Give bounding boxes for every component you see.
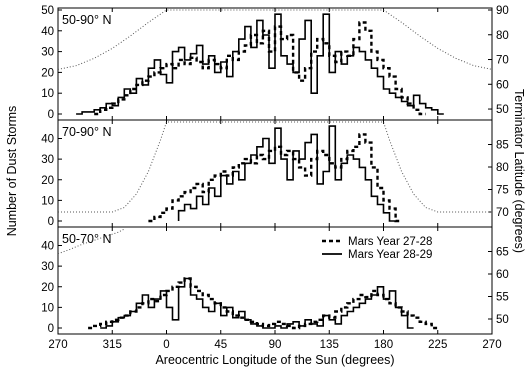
legend-label-my27: Mars Year 27-28 (348, 236, 432, 248)
y-tick-label-right: 50 (496, 314, 509, 326)
y-tick-label-right: 65 (496, 247, 509, 259)
panel-label-middle: 70-90° N (62, 125, 111, 139)
x-tick-label: 45 (214, 339, 227, 351)
x-tick-label: 270 (48, 339, 67, 351)
y-tick-label-left: 0 (48, 109, 54, 121)
y-tick-label-right: 85 (496, 140, 509, 152)
y-tick-label-left: 10 (41, 88, 54, 100)
histogram-series-my27 (94, 21, 426, 116)
y-tick-label-right: 60 (496, 269, 509, 281)
x-tick-label: 315 (103, 339, 122, 351)
y-tick-label-left: 40 (41, 241, 54, 253)
x-tick-label: 180 (374, 339, 393, 351)
y-tick-label-left: 20 (41, 67, 54, 79)
y-tick-label-left: 50 (41, 5, 54, 17)
y-tick-label-left: 0 (48, 216, 54, 228)
y-tick-label-left: 40 (41, 26, 54, 38)
panel-label-top: 50-90° N (62, 13, 111, 27)
y-axis-title-left: Number of Dust Storms (5, 106, 19, 237)
terminator-latitude-curve (58, 121, 492, 213)
y-tick-label-left: 20 (41, 175, 54, 187)
y-tick-label-left: 40 (41, 134, 54, 146)
y-tick-label-right: 70 (496, 207, 509, 219)
legend-label-my28: Mars Year 28-29 (348, 249, 432, 261)
y-tick-label-right: 80 (496, 162, 509, 174)
x-tick-label: 90 (269, 339, 282, 351)
y-axis-title-right: Terminator Latitude (degrees) (512, 89, 526, 253)
y-tick-label-left: 30 (41, 47, 54, 59)
x-tick-label: 225 (428, 339, 447, 351)
y-tick-label-right: 80 (496, 30, 509, 42)
x-tick-label: 0 (163, 339, 169, 351)
y-tick-label-left: 30 (41, 261, 54, 273)
histogram-series-my28 (76, 13, 444, 115)
y-tick-label-right: 75 (496, 185, 509, 197)
y-tick-label-left: 20 (41, 282, 54, 294)
y-tick-label-left: 10 (41, 302, 54, 314)
x-axis-title: Areocentric Longitude of the Sun (degree… (155, 353, 394, 367)
y-tick-label-right: 55 (496, 292, 509, 304)
y-tick-label-left: 0 (48, 323, 54, 335)
panel-label-bottom: 50-70° N (62, 232, 111, 246)
y-tick-label-left: 10 (41, 195, 54, 207)
y-tick-label-right: 60 (496, 79, 509, 91)
x-tick-label: 270 (482, 339, 501, 351)
chart-marks: 0 10 20 30 40 50 50 60 70 80 90 0 10 20 30 40 70 75 80 85 0 1… (41, 5, 509, 351)
x-tick-label: 135 (320, 339, 339, 351)
legend: Mars Year 27-28 Mars Year 28-29 (322, 236, 432, 261)
histogram-series-my28 (177, 125, 396, 222)
histogram-series-my28 (100, 277, 414, 329)
y-tick-label-right: 70 (496, 55, 509, 67)
terminator-latitude-curve (57, 228, 125, 255)
y-tick-label-right: 50 (496, 104, 509, 116)
y-tick-label-left: 30 (41, 154, 54, 166)
y-tick-label-right: 90 (496, 5, 509, 17)
